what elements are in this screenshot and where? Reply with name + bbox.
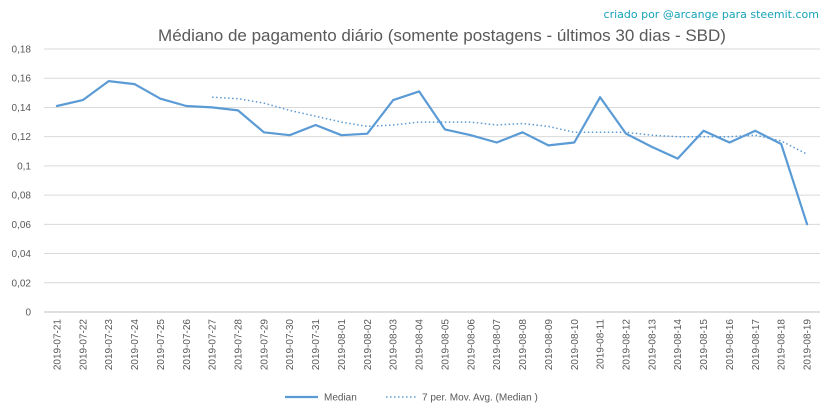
y-tick-label: 0,02 — [12, 278, 32, 289]
x-tick-label: 2019-07-22 — [78, 319, 89, 371]
x-tick-label: 2019-07-29 — [259, 319, 270, 371]
x-tick-label: 2019-08-04 — [415, 319, 426, 371]
moving-average-line — [212, 96, 808, 155]
x-axis-ticks: 2019-07-21 2019-07-22 2019-07-23 2019-07-24… — [52, 319, 813, 371]
median-line — [55, 79, 809, 226]
x-tick-label: 2019-07-27 — [208, 319, 219, 371]
x-tick-label: 2019-08-14 — [673, 319, 684, 371]
x-tick-label: 2019-07-26 — [182, 319, 193, 371]
credit-text: criado por @arcange para steemit.com — [603, 8, 819, 21]
legend-label: 7 per. Mov. Avg. (Median ) — [422, 393, 538, 404]
y-tick-label: 0,08 — [12, 191, 32, 202]
x-tick-label: 2019-08-10 — [570, 319, 581, 371]
x-tick-label: 2019-08-09 — [544, 319, 555, 371]
x-tick-label: 2019-08-08 — [518, 319, 529, 371]
x-tick-label: 2019-08-15 — [699, 319, 710, 371]
x-tick-label: 2019-07-21 — [52, 319, 63, 371]
y-tick-label: 0,04 — [12, 249, 32, 260]
x-tick-label: 2019-08-18 — [777, 319, 788, 371]
legend: Median 7 per. Mov. Avg. (Median ) — [285, 393, 538, 404]
x-tick-label: 2019-08-05 — [440, 319, 451, 371]
y-axis-ticks: 0 0,02 0,04 0,06 0,08 0,1 0,12 0,14 0,16 0,18 — [12, 45, 32, 319]
x-tick-label: 2019-08-11 — [596, 319, 607, 370]
chart-title: Médiano de pagamento diário (somente pos… — [158, 26, 726, 45]
x-tick-label: 2019-08-12 — [622, 319, 633, 371]
x-tick-label: 2019-07-25 — [156, 319, 167, 371]
x-tick-label: 2019-08-19 — [803, 319, 814, 371]
x-tick-label: 2019-08-17 — [751, 319, 762, 371]
y-tick-label: 0,18 — [12, 45, 32, 56]
y-tick-label: 0,1 — [17, 161, 31, 172]
x-tick-label: 2019-08-03 — [389, 319, 400, 371]
x-tick-label: 2019-07-30 — [285, 319, 296, 371]
legend-label: Median — [324, 393, 357, 404]
y-tick-label: 0,16 — [12, 74, 32, 85]
x-tick-label: 2019-08-13 — [647, 319, 658, 371]
y-tick-label: 0,14 — [12, 103, 32, 114]
x-tick-label: 2019-07-31 — [311, 319, 322, 371]
x-tick-label: 2019-08-16 — [725, 319, 736, 371]
x-tick-label: 2019-07-23 — [104, 319, 115, 371]
x-tick-label: 2019-08-02 — [363, 319, 374, 371]
x-tick-label: 2019-07-28 — [234, 319, 245, 371]
series-lines — [55, 79, 809, 226]
x-tick-label: 2019-08-06 — [466, 319, 477, 371]
y-tick-label: 0 — [25, 308, 31, 319]
y-tick-label: 0,06 — [12, 220, 32, 231]
x-tick-label: 2019-08-07 — [492, 319, 503, 371]
y-tick-label: 0,12 — [12, 132, 32, 143]
gridlines — [44, 48, 820, 313]
x-tick-label: 2019-07-24 — [130, 319, 141, 371]
x-tick-label: 2019-08-01 — [337, 319, 348, 371]
